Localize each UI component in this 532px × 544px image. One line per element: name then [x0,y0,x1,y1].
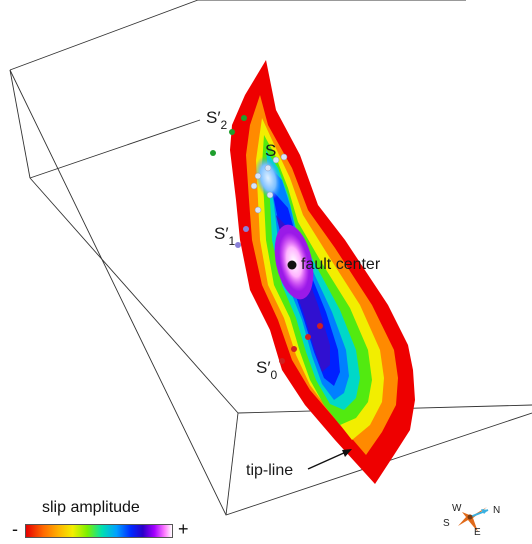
tip-line-arrow [307,449,352,470]
point-s-light [264,164,272,172]
point-s0-red [305,334,311,340]
point-s-light [254,172,262,180]
observation-points [210,115,323,364]
legend-min-symbol: - [12,519,18,539]
slip-colorbar [25,524,173,538]
point-s0-red [279,358,285,364]
compass-n: N [493,505,500,516]
compass-s: S [443,518,450,529]
legend-max-symbol: + [178,519,189,539]
point-s-light [266,191,274,199]
point-s1-purple [235,242,241,248]
point-s2-green [229,129,235,135]
point-s-light [272,156,280,164]
label-tip-line: tip-line [246,462,293,479]
label-fault-center: fault center [301,256,381,273]
label-s2-prime: S′2 [206,108,228,132]
label-s: S [265,141,276,160]
point-s0-red [317,323,323,329]
point-s-light [250,182,258,190]
point-s2-green [210,150,216,156]
point-s1-purple [243,226,249,232]
compass-w: W [452,503,462,514]
legend-title: slip amplitude [42,499,140,516]
point-s-light [280,153,288,161]
label-s1-prime: S′1 [214,224,236,248]
point-s0-red [291,346,297,352]
fault-center-point [287,260,297,270]
fault-surface [230,60,415,484]
point-s2-green [241,115,247,121]
compass-e: E [474,527,481,538]
point-s-light [254,206,262,214]
compass-rose: W N S E [443,503,500,538]
label-s0-prime: S′0 [256,358,278,382]
